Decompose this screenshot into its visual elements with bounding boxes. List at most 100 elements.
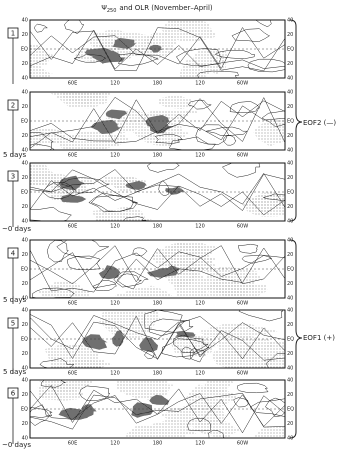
lon-label: 60E (68, 224, 78, 230)
lat-label: 40 (22, 90, 28, 96)
lat-label: 40 (22, 219, 28, 225)
contour (158, 180, 170, 196)
map-frame (29, 239, 286, 299)
lat-label: 20 (22, 322, 28, 328)
lat-label: 40 (22, 161, 28, 167)
lon-label: 60E (68, 301, 78, 307)
lat-label: 40 (287, 296, 293, 302)
contour (255, 20, 272, 28)
convection (125, 180, 147, 190)
stipple (44, 344, 106, 368)
contour (30, 27, 285, 69)
lat-label: 40 (287, 366, 293, 372)
interval-label: 5 days (3, 296, 27, 304)
contour (30, 143, 55, 150)
title-subscript: 250 (107, 8, 117, 14)
lon-label: 60E (68, 371, 78, 377)
figure-title: Ψ250 and OLR (November–April) (101, 4, 213, 14)
map-frame (29, 309, 286, 369)
lat-label: EQ (21, 119, 28, 125)
map-frame (29, 162, 286, 222)
contour (161, 338, 210, 358)
brace (289, 19, 303, 222)
interval-label: 5 days (3, 368, 27, 376)
lat-label: 40 (22, 436, 28, 442)
panel-label: 4 (11, 250, 16, 258)
lat-label: 40 (287, 219, 293, 225)
contour (79, 385, 111, 401)
lat-label: 20 (22, 32, 28, 38)
lat-label: 20 (22, 61, 28, 67)
contour (73, 54, 107, 63)
contour (30, 99, 285, 142)
lat-label: EQ (21, 47, 28, 53)
lat-label: 20 (287, 351, 293, 357)
contour (236, 382, 269, 394)
lon-label: 60W (237, 301, 248, 307)
lon-label: 120 (110, 153, 120, 159)
stipple (133, 120, 190, 147)
contour (92, 280, 117, 291)
lat-label: 20 (22, 104, 28, 110)
lat-label: 40 (22, 18, 28, 24)
stipple (140, 31, 178, 60)
lat-label: 40 (287, 161, 293, 167)
convection (90, 119, 122, 134)
contour (148, 318, 195, 336)
lat-label: 20 (287, 204, 293, 210)
stipple (115, 380, 174, 400)
lat-label: 20 (22, 204, 28, 210)
lon-label: 120 (110, 301, 120, 307)
interval-label: 5 days (3, 151, 27, 159)
stipple (204, 380, 234, 393)
lat-label: EQ (21, 190, 28, 196)
panel-label: 6 (11, 390, 16, 398)
lon-label: 180 (153, 224, 163, 230)
lat-label: EQ (287, 47, 294, 53)
contour (187, 417, 212, 432)
stipple (174, 272, 214, 298)
convection (98, 265, 121, 280)
stipple (161, 405, 226, 427)
lon-label: 120 (195, 81, 205, 87)
group-label: EOF1 (+) (303, 334, 335, 342)
convection (111, 330, 126, 347)
contour (146, 163, 180, 173)
map (30, 380, 285, 438)
contour (221, 163, 261, 178)
contour (30, 27, 285, 72)
zero-days-label: ~0 days (2, 225, 31, 233)
contour (206, 126, 248, 136)
contour (67, 255, 101, 271)
zero-days-label: ~0 days (2, 441, 31, 449)
lon-label: 180 (153, 81, 163, 87)
contour (30, 247, 285, 289)
lat-label: EQ (287, 407, 294, 413)
contour (187, 99, 212, 110)
contour (30, 392, 285, 430)
stipple (99, 310, 161, 339)
contour (30, 245, 285, 285)
contour (56, 240, 110, 260)
lat-label: 20 (22, 281, 28, 287)
convection (175, 331, 196, 337)
lat-label: EQ (21, 407, 28, 413)
lat-label: 20 (22, 392, 28, 398)
stipple (216, 333, 277, 354)
contour (30, 132, 55, 150)
lon-label: 60W (237, 224, 248, 230)
stipple (51, 92, 110, 109)
convection (81, 404, 97, 418)
lon-label: 60E (68, 153, 78, 159)
contour (30, 314, 285, 360)
contour (196, 70, 239, 78)
lat-label: EQ (287, 267, 294, 273)
lat-label: 40 (22, 378, 28, 384)
stipple (30, 163, 61, 185)
convection (154, 270, 177, 277)
contour (233, 397, 249, 408)
contour (30, 315, 285, 361)
lon-label: 180 (153, 371, 163, 377)
stipple (92, 206, 153, 221)
group-label: EOF2 (—) (303, 119, 336, 127)
